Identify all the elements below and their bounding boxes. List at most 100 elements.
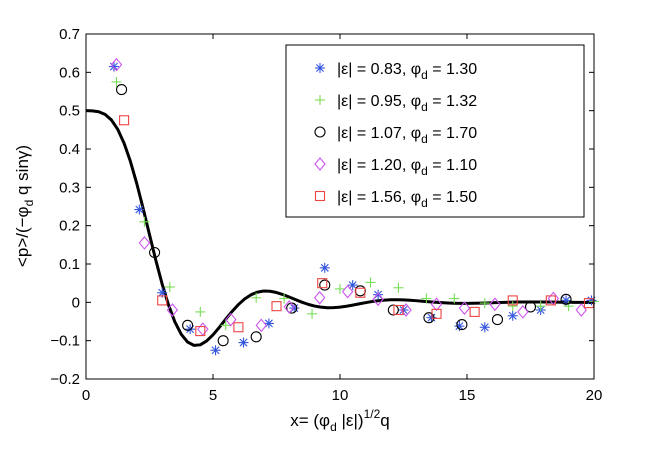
x-axis-title-prefix: x= (φ	[290, 411, 330, 430]
x-tick-label-2: 10	[332, 387, 349, 404]
series-0-point-10	[373, 289, 384, 300]
x-axis-title-sup: 1/2	[364, 407, 381, 421]
series-1-point-1	[139, 216, 150, 227]
series-1-point-6	[279, 293, 290, 304]
series-2-point-11	[491, 314, 504, 326]
series-3-point-6	[283, 300, 295, 314]
y-tick-label-7: 0.5	[59, 103, 80, 120]
theory-curve	[85, 109, 595, 347]
y-axis-title-sub: d	[22, 200, 36, 207]
series-4-point-8	[431, 308, 442, 319]
series-4-point-7	[393, 304, 404, 316]
legend-marker-1	[315, 95, 325, 105]
legend-label-1: |ε| = 0.95, φd = 1.32	[337, 93, 477, 114]
series-4-point-10	[507, 295, 518, 306]
y-tick-label-5: 0.3	[59, 179, 80, 196]
series-1-point-9	[365, 277, 376, 288]
legend-label-1-tail: = 1.32	[428, 93, 477, 110]
x-tick-label-1: 5	[209, 387, 217, 404]
series-1-point-15	[535, 301, 546, 312]
series-2-point-9	[423, 312, 435, 324]
curve-layer	[85, 109, 595, 347]
y-tick-label-1: −0.1	[50, 333, 80, 350]
tick-layer: 0 5 10 15 20 −0.2 −0.1 0 0.1 0.2 0.3 0.4 0.5 0.6 0.7	[50, 26, 602, 404]
series-4-point-2	[195, 326, 206, 337]
legend-label-4-sub: d	[421, 196, 428, 210]
x-tick-label-0: 0	[82, 387, 90, 404]
series-2-point-3	[217, 335, 229, 347]
x-axis-title-middle: |ε|)	[337, 411, 364, 430]
x-axis-title: x= (φd |ε|)1/2q	[290, 407, 389, 434]
legend-label-4-main: |ε| = 1.56, φ	[337, 189, 421, 206]
series-3-point-1	[138, 236, 151, 250]
series-4-point-1	[157, 295, 168, 306]
legend-label-4: |ε| = 1.56, φd = 1.50	[337, 189, 477, 210]
legend-label-3-main: |ε| = 1.20, φ	[337, 157, 421, 174]
series-3-point-0	[110, 57, 123, 72]
series-2-point-5	[286, 302, 298, 314]
series-4-point-4	[271, 301, 282, 312]
series-0-point-5	[238, 337, 249, 348]
series-3-point-5	[255, 318, 267, 333]
series-1-point-4	[220, 320, 231, 331]
legend-marker-2	[314, 126, 326, 138]
series-1-point-5	[251, 292, 262, 303]
series-0-point-14	[479, 322, 490, 333]
series-2-point-10	[456, 319, 468, 331]
y-tick-label-2: 0	[72, 294, 80, 311]
series-1-point-3	[195, 306, 206, 317]
legend-label-0: |ε| = 0.83, φd = 1.30	[337, 61, 477, 82]
series-2-point-0	[116, 84, 128, 96]
series-1-point-12	[449, 293, 460, 304]
series-2-point-1	[149, 246, 161, 259]
legend-marker-0	[315, 63, 325, 73]
legend-label-2: |ε| = 1.07, φd = 1.70	[337, 125, 477, 146]
series-4-point-9	[469, 306, 480, 317]
series-1-point-14	[507, 301, 518, 312]
x-tick-label-3: 15	[459, 387, 476, 404]
y-axis-title: <p>/(−φd q sinγ)	[13, 145, 36, 267]
series-3-point-7	[313, 290, 326, 305]
legend-label-2-main: |ε| = 1.07, φ	[337, 125, 421, 142]
series-2-point-12	[524, 301, 537, 313]
series-3-point-11	[430, 297, 443, 312]
series-3-point-14	[517, 305, 529, 319]
series-1-point-11	[421, 293, 432, 304]
y-tick-label-0: −0.2	[50, 371, 80, 388]
marker-layer	[108, 57, 599, 356]
legend-label-3-tail: = 1.10	[428, 157, 477, 174]
x-axis-title-sub: d	[330, 420, 337, 434]
legend-label-0-main: |ε| = 0.83, φ	[337, 61, 421, 78]
x-axis-title-suffix: q	[380, 411, 389, 430]
legend-label-4-tail: = 1.50	[428, 189, 477, 206]
legend-marker-4	[314, 190, 326, 202]
series-0-point-4	[210, 345, 221, 356]
series-0-point-12	[426, 312, 437, 323]
series-3-point-8	[341, 284, 354, 299]
series-0-point-1	[134, 204, 145, 215]
series-1-point-8	[335, 283, 345, 294]
series-0-point-6	[263, 318, 274, 329]
series-4-point-11	[545, 295, 556, 306]
series-3-point-13	[489, 297, 501, 312]
legend-label-3: |ε| = 1.20, φd = 1.10	[337, 157, 477, 178]
series-0-point-18	[586, 295, 597, 306]
y-axis-title-prefix: <p>/(−φ	[13, 206, 32, 267]
series-2-point-4	[250, 331, 262, 343]
y-tick-label-9: 0.7	[59, 26, 80, 43]
series-4-point-12	[583, 298, 594, 309]
legend-label-2-sub: d	[421, 132, 428, 146]
legend-label-1-main: |ε| = 0.95, φ	[337, 93, 421, 110]
y-tick-label-8: 0.6	[59, 64, 80, 81]
series-4-point-6	[355, 287, 366, 298]
series-2-point-2	[182, 319, 194, 331]
legend-marker-3	[314, 157, 326, 171]
series-1-point-7	[307, 308, 318, 319]
series-2-point-8	[387, 304, 399, 316]
y-tick-label-4: 0.2	[59, 218, 80, 235]
y-tick-label-3: 0.1	[59, 256, 80, 273]
legend-label-3-sub: d	[421, 164, 428, 178]
legend-label-2-tail: = 1.70	[428, 125, 477, 142]
series-1-point-16	[563, 301, 574, 312]
